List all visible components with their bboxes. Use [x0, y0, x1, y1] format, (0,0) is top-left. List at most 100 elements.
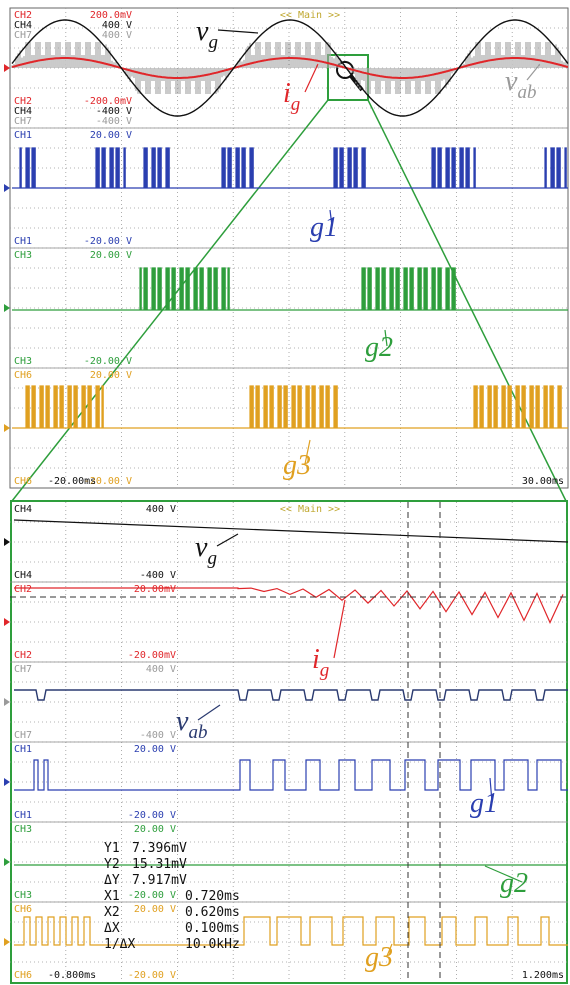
ground-marker: [4, 304, 10, 312]
measurement-value: 0.620ms: [185, 905, 240, 920]
channel-name: CH1: [14, 744, 32, 755]
channel-scale: -200.0mV: [84, 96, 132, 107]
channel-scale: -20.00 V: [84, 476, 132, 487]
v-g-wave: [11, 19, 569, 117]
label-arrow: [333, 599, 346, 659]
channel-name: CH7: [14, 116, 32, 127]
channel-name: CH3: [14, 890, 32, 901]
g3-zoom-wave: [14, 916, 568, 946]
label-arrow: [216, 533, 239, 547]
channel-scale: -400 V: [96, 116, 132, 127]
channel-scale: 400 V: [146, 504, 176, 515]
measurement-value: 10.0kHz: [185, 937, 240, 952]
signal-subscript: g: [320, 660, 330, 681]
signal-subscript: g: [291, 94, 301, 115]
channel-name: CH6: [14, 370, 32, 381]
ground-marker: [4, 538, 10, 546]
signal-name: i: [283, 78, 291, 109]
channel-scale: -400 V: [140, 730, 176, 741]
channel-name: CH7: [14, 664, 32, 675]
channel-scale: 20.00 V: [134, 824, 176, 835]
signal-subscript: g: [208, 32, 218, 53]
signal-name: g1: [470, 788, 498, 819]
channel-scale: 200.0mV: [90, 10, 132, 21]
measurement-name: Y1: [104, 841, 120, 856]
signal-label: vab: [505, 66, 536, 103]
v-ab-zoom-wave: [14, 689, 568, 701]
channel-name: CH3: [14, 250, 32, 261]
ground-marker: [4, 938, 10, 946]
channel-scale: -20.00 V: [84, 356, 132, 367]
channel-name: CH2: [14, 650, 32, 661]
zoom-line: [11, 99, 329, 502]
signal-name: i: [312, 644, 320, 675]
measurement-name: X2: [104, 905, 120, 920]
signal-name: v: [196, 16, 209, 47]
zoom-line: [367, 99, 567, 502]
signal-name: g3: [365, 942, 393, 973]
ground-marker: [4, 858, 10, 866]
label-arrow: [526, 63, 541, 81]
measurement-value: 0.720ms: [185, 889, 240, 904]
channel-scale: -20.00 V: [128, 890, 176, 901]
channel-scale: 20.00 V: [90, 250, 132, 261]
measurement-value: 15.31mV: [132, 857, 187, 872]
channel-scale: 20.00 V: [90, 130, 132, 141]
signal-label: g1: [470, 788, 498, 819]
label-arrow: [384, 329, 388, 347]
channel-scale: -20.00 V: [128, 970, 176, 981]
signal-label: g1: [310, 212, 338, 243]
ground-marker: [4, 698, 10, 706]
channel-scale: -20.00mV: [128, 650, 176, 661]
signal-name: g2: [500, 868, 528, 899]
signal-name: g3: [283, 450, 311, 481]
measurement-name: ΔY: [104, 873, 120, 888]
signal-label: g2: [365, 332, 393, 363]
channel-name: CH4: [14, 20, 32, 31]
measurement-value: 7.396mV: [132, 841, 187, 856]
channel-name: CH4: [14, 504, 32, 515]
ground-marker: [4, 618, 10, 626]
channel-scale: 20.00 V: [90, 370, 132, 381]
label-arrow: [329, 209, 333, 227]
signal-label: vab: [176, 706, 207, 743]
channel-scale: 20.00 V: [134, 904, 176, 915]
channel-name: CH7: [14, 730, 32, 741]
measurement-name: 1/ΔX: [104, 937, 135, 952]
time-start: -20.00ms: [48, 476, 96, 487]
g3-wave: [12, 385, 568, 429]
channel-name: CH4: [14, 106, 32, 117]
channel-name: CH6: [14, 476, 32, 487]
label-arrow: [197, 704, 221, 721]
channel-name: CH7: [14, 30, 32, 41]
time-end: 1.200ms: [522, 970, 564, 981]
measurement-name: ΔX: [104, 921, 120, 936]
ground-marker: [4, 424, 10, 432]
signal-label: ig: [312, 644, 329, 681]
channel-name: CH1: [14, 130, 32, 141]
channel-name: CH3: [14, 824, 32, 835]
time-end: 30.00ms: [522, 476, 564, 487]
signal-label: g2: [500, 868, 528, 899]
signal-name: v: [505, 66, 518, 97]
signal-label: g3: [365, 942, 393, 973]
signal-subscript: ab: [188, 722, 207, 743]
time-start: -0.800ms: [48, 970, 96, 981]
signal-subscript: ab: [517, 82, 536, 103]
measurement-name: Y2: [104, 857, 120, 872]
channel-name: CH6: [14, 904, 32, 915]
label-arrow: [484, 865, 523, 883]
label-arrow: [217, 29, 259, 34]
signal-name: g2: [365, 332, 393, 363]
g1-zoom-wave: [14, 759, 568, 791]
channel-name: CH1: [14, 810, 32, 821]
label-arrow: [489, 777, 493, 803]
ground-marker: [4, 778, 10, 786]
signal-name: g1: [310, 212, 338, 243]
channel-name: CH2: [14, 96, 32, 107]
g1-wave: [12, 147, 568, 189]
ground-marker: [4, 64, 10, 72]
measurement-name: X1: [104, 889, 120, 904]
